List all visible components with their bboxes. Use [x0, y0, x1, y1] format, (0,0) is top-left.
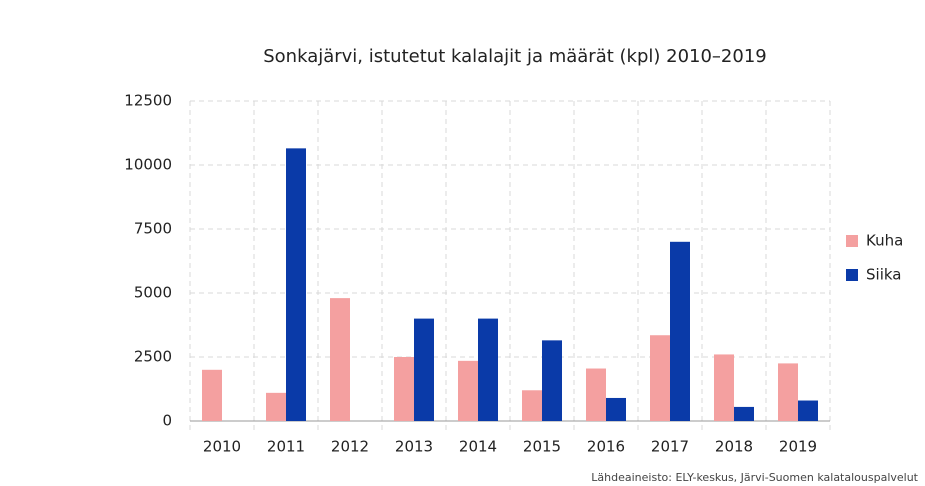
y-tick-label: 7500	[134, 220, 172, 238]
y-tick-label: 2500	[134, 348, 172, 366]
bar	[586, 368, 606, 421]
bar	[414, 318, 434, 421]
bar	[330, 298, 350, 421]
y-tick-label: 5000	[134, 284, 172, 302]
bar	[606, 397, 626, 421]
bar	[734, 406, 754, 421]
x-tick-label: 2018	[715, 438, 753, 456]
bar	[394, 357, 414, 421]
x-tick-label: 2012	[331, 438, 369, 456]
x-tick-label: 2011	[267, 438, 305, 456]
bar	[670, 241, 690, 421]
x-tick-label: 2015	[523, 438, 561, 456]
y-tick-label: 0	[162, 412, 172, 430]
x-tick-label: 2017	[651, 438, 689, 456]
x-tick-label: 2014	[459, 438, 497, 456]
bar	[650, 335, 670, 421]
legend-label: Siika	[866, 266, 901, 284]
bar	[798, 400, 818, 421]
x-tick-label: 2016	[587, 438, 625, 456]
bar	[286, 148, 306, 422]
source-note: Lähdeaineisto: ELY-keskus, Järvi-Suomen …	[591, 471, 918, 484]
bar	[458, 360, 478, 421]
x-tick-label: 2010	[203, 438, 241, 456]
bar	[266, 392, 286, 421]
y-tick-label: 10000	[124, 156, 172, 174]
bar	[542, 340, 562, 421]
x-tick-label: 2019	[779, 438, 817, 456]
bar	[522, 390, 542, 421]
legend-swatch	[846, 269, 858, 281]
bar	[778, 363, 798, 421]
bar	[202, 369, 222, 421]
bar	[478, 318, 498, 421]
bar	[714, 354, 734, 421]
chart-title: Sonkajärvi, istutetut kalalajit ja määrä…	[263, 46, 767, 67]
legend-label: Kuha	[866, 232, 903, 250]
legend-swatch	[846, 235, 858, 247]
x-tick-label: 2013	[395, 438, 433, 456]
y-tick-label: 12500	[124, 92, 172, 110]
